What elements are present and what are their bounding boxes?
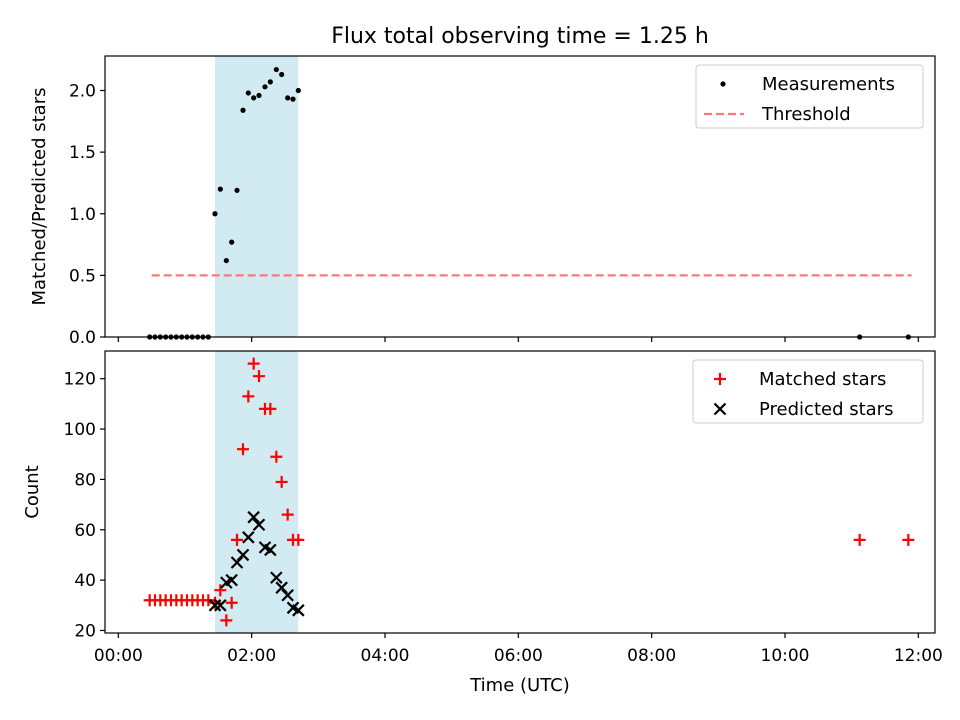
matched-stars-point <box>270 450 283 463</box>
measurements-point <box>229 239 235 245</box>
legend-marker <box>714 373 726 385</box>
x-axis-label: Time (UTC) <box>469 675 570 696</box>
legend: Measurements Threshold <box>695 64 924 129</box>
count-panel: 20 40 60 80 100 120 00:00 02:00 04:00 06:00 08:00 1… <box>22 350 943 666</box>
legend: Matched stars Predicted stars <box>692 359 924 424</box>
measurements-point <box>217 186 223 192</box>
predicted-stars-point <box>208 599 222 612</box>
legend-box <box>692 359 924 424</box>
matched-stars-point <box>247 357 260 370</box>
predicted-stars-point <box>225 573 238 587</box>
matched-stars-point <box>214 584 227 597</box>
predicted-stars-point <box>242 531 255 544</box>
x-tick-label: 04:00 <box>361 646 410 666</box>
y-tick-label: 40 <box>74 571 96 591</box>
legend-box <box>695 64 924 129</box>
y-tick-label: 60 <box>74 521 96 541</box>
legend-marker <box>713 402 727 416</box>
predicted-stars-point <box>252 518 266 532</box>
axes-frame <box>104 350 936 634</box>
observing-window-band <box>215 56 299 337</box>
measurements-point <box>223 257 229 264</box>
y-tick-label: 0.0 <box>69 328 96 348</box>
legend-label: Threshold <box>761 104 851 125</box>
y-axis-label: Count <box>22 465 43 518</box>
matched-stars-point <box>902 533 915 546</box>
x-tick-label: 02:00 <box>227 646 276 666</box>
legend-label: Measurements <box>762 74 895 95</box>
predicted-stars-point <box>214 599 227 612</box>
matched-stars-point <box>253 370 265 383</box>
predicted-stars-point <box>264 543 277 557</box>
measurements-point <box>273 66 279 73</box>
matched-stars-point <box>237 443 249 456</box>
predicted-stars-point <box>270 571 283 584</box>
measurements-point <box>251 95 257 101</box>
x-tick-label: 12:00 <box>894 646 943 666</box>
x-tick-label: 00:00 <box>94 646 143 666</box>
measurements-point <box>285 95 291 101</box>
x-tick-label: 08:00 <box>627 646 676 666</box>
measurements-point <box>212 211 218 217</box>
matched-stars-point <box>220 614 233 627</box>
y-tick-label: 20 <box>74 621 96 641</box>
predicted-stars-point <box>236 548 250 562</box>
y-tick-label: 0.5 <box>69 266 96 286</box>
measurements-point <box>234 187 240 193</box>
matched-stars-point <box>242 390 255 403</box>
matched-stars-point <box>281 508 294 521</box>
matched-stars-point <box>853 533 866 546</box>
y-tick-label: 80 <box>74 470 96 490</box>
matched-stars-point <box>225 596 238 609</box>
matched-stars-point <box>275 475 288 488</box>
measurements-point <box>262 84 268 90</box>
chart-title: Flux total observing time = 1.25 h <box>331 24 709 49</box>
predicted-stars-point <box>292 604 305 617</box>
y-axis-label: Matched/Predicted stars <box>29 88 50 306</box>
predicted-stars-point <box>247 510 260 524</box>
measurements-point <box>267 79 273 85</box>
axes-frame <box>104 55 936 338</box>
y-tick-label: 2.0 <box>69 82 96 102</box>
predicted-stars-point <box>281 588 294 602</box>
measurements-point <box>245 90 251 96</box>
measurements-point <box>290 96 296 102</box>
x-tick-label: 06:00 <box>494 646 543 666</box>
y-tick-label: 100 <box>64 420 96 440</box>
legend-label: Predicted stars <box>759 399 893 420</box>
matched-stars-point <box>264 402 277 415</box>
measurements-point <box>295 87 301 94</box>
x-tick-label: 10:00 <box>761 646 810 666</box>
ratio-panel: 0.0 0.5 1.0 1.5 2.0 Matched/Predicted stars Me… <box>29 55 936 348</box>
legend-marker <box>720 81 726 87</box>
legend-label: Matched stars <box>759 369 886 390</box>
measurements-point <box>256 92 262 99</box>
y-tick-label: 120 <box>64 370 96 390</box>
matched-stars-point <box>292 533 305 546</box>
measurements-point <box>279 71 285 78</box>
y-tick-label: 1.5 <box>69 143 96 163</box>
y-tick-label: 1.0 <box>69 205 96 225</box>
measurements-point <box>240 107 246 113</box>
matched-stars-point <box>202 594 215 607</box>
matched-stars-point <box>231 533 243 546</box>
